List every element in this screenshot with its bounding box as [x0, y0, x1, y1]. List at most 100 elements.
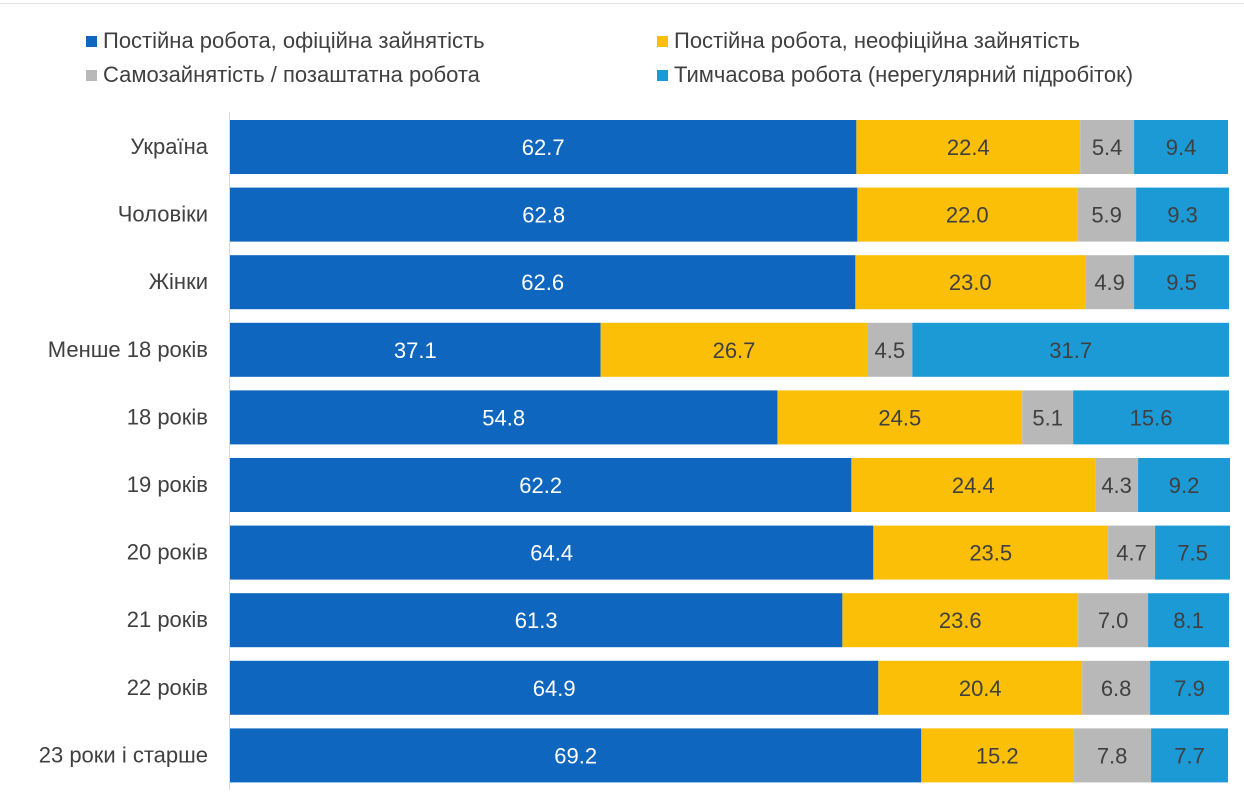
legend-swatch-official: [86, 35, 97, 47]
category-label: Жінки: [149, 269, 208, 294]
data-label-self-employed: 4.9: [1094, 270, 1125, 295]
bar-segment-unofficial: [921, 728, 1074, 783]
bar-segment-unofficial: [855, 255, 1086, 310]
bar-segment-unofficial: [878, 660, 1083, 715]
data-label-official: 61.3: [515, 608, 558, 633]
data-label-unofficial: 26.7: [713, 338, 756, 363]
legend-swatch-unofficial: [657, 35, 668, 47]
data-label-temporary: 9.3: [1167, 203, 1198, 228]
bar-segment-temporary: [1134, 120, 1229, 174]
legend-label-official: Постійна робота, офіційна зайнятість: [103, 28, 485, 53]
legend-item-temporary: Тимчасова робота (нерегулярний підробіто…: [657, 62, 1133, 88]
data-label-unofficial: 24.4: [952, 473, 995, 498]
bar-segment-official: [230, 255, 856, 310]
bar-segment-official: [230, 660, 879, 715]
bar-segment-temporary: [1136, 187, 1229, 242]
data-label-official: 37.1: [394, 338, 437, 363]
data-label-unofficial: 23.6: [939, 608, 982, 633]
legend-label-unofficial: Постійна робота, неофіційна зайнятість: [674, 28, 1080, 53]
legend: Постійна робота, офіційна зайнятість Пос…: [0, 0, 1244, 110]
data-label-self-employed: 4.5: [875, 338, 906, 363]
bar-segment-self-employed: [1078, 593, 1149, 648]
data-label-unofficial: 23.0: [949, 270, 992, 295]
legend-item-self-employed: Самозайнятість / позаштатна робота: [86, 62, 480, 88]
bar-segment-self-employed: [1080, 120, 1135, 174]
legend-item-unofficial: Постійна робота, неофіційна зайнятість: [657, 28, 1080, 54]
bar-segment-official: [230, 390, 778, 445]
bar-segment-temporary: [1073, 390, 1229, 445]
bar-segment-official: [230, 728, 922, 783]
data-label-unofficial: 22.0: [946, 203, 989, 228]
bar-segment-self-employed: [1085, 255, 1135, 310]
data-label-self-employed: 7.0: [1098, 608, 1129, 633]
legend-label-self-employed: Самозайнятість / позаштатна робота: [103, 62, 480, 87]
bar-segment-self-employed: [1022, 390, 1074, 445]
bars-group: 62.7 22.4 5.4 9.4 62.8 22.0 5.9 9.3 62.6 23.0 4.9 9…: [230, 120, 1230, 783]
category-label: 19 років: [127, 472, 208, 497]
bar-segment-self-employed: [1095, 458, 1139, 512]
data-label-unofficial: 22.4: [947, 135, 990, 160]
bar-segment-official: [230, 525, 874, 580]
data-label-temporary: 9.4: [1166, 135, 1197, 160]
data-label-official: 62.7: [522, 135, 565, 160]
data-label-temporary: 9.2: [1169, 473, 1200, 498]
data-label-self-employed: 5.1: [1032, 405, 1063, 430]
data-label-temporary: 8.1: [1173, 608, 1204, 633]
bar-segment-unofficial: [851, 458, 1096, 512]
data-label-official: 62.2: [519, 473, 562, 498]
bar-segment-self-employed: [1077, 187, 1137, 242]
category-label: 21 років: [127, 607, 208, 632]
legend-swatch-self-employed: [86, 69, 97, 81]
data-label-official: 54.8: [482, 405, 525, 430]
legend-label-temporary: Тимчасова робота (нерегулярний підробіто…: [674, 62, 1134, 87]
bar-segment-self-employed: [1108, 525, 1156, 580]
data-label-self-employed: 7.8: [1097, 743, 1128, 768]
bar-segment-official: [230, 322, 601, 377]
bar-segment-temporary: [1151, 728, 1229, 783]
category-label: 18 років: [127, 404, 208, 429]
data-label-official: 64.9: [533, 676, 576, 701]
bar-segment-unofficial: [856, 120, 1081, 174]
category-label: Чоловіки: [118, 202, 208, 227]
bar-segment-temporary: [1134, 255, 1229, 310]
category-label: 23 роки і старше: [39, 742, 208, 767]
bar-segment-unofficial: [600, 322, 868, 377]
data-label-temporary: 7.7: [1174, 743, 1205, 768]
bar-segment-temporary: [912, 322, 1229, 377]
bar-segment-official: [230, 593, 843, 648]
data-label-temporary: 7.9: [1174, 676, 1205, 701]
bar-segment-unofficial: [777, 390, 1023, 445]
bar-segment-temporary: [1155, 525, 1230, 580]
legend-item-official: Постійна робота, офіційна зайнятість: [86, 28, 485, 54]
data-label-official: 62.6: [521, 270, 564, 295]
data-label-unofficial: 15.2: [976, 743, 1019, 768]
category-label: Україна: [130, 134, 208, 159]
bar-segment-self-employed: [1073, 728, 1152, 783]
legend-swatch-temporary: [657, 69, 668, 81]
data-label-temporary: 7.5: [1177, 541, 1208, 566]
data-label-temporary: 15.6: [1130, 405, 1173, 430]
bar-segment-temporary: [1148, 593, 1229, 648]
bar-segment-temporary: [1150, 660, 1229, 715]
bar-segment-unofficial: [857, 187, 1078, 242]
data-label-self-employed: 5.9: [1091, 203, 1122, 228]
data-label-unofficial: 20.4: [959, 676, 1002, 701]
data-label-self-employed: 4.3: [1101, 473, 1132, 498]
data-label-official: 64.4: [530, 541, 573, 566]
bar-segment-official: [230, 187, 858, 242]
data-label-self-employed: 4.7: [1116, 541, 1147, 566]
category-label: Менше 18 років: [48, 337, 208, 362]
bar-segment-self-employed: [1082, 660, 1151, 715]
data-label-temporary: 31.7: [1049, 338, 1092, 363]
bar-segment-temporary: [1138, 458, 1230, 512]
bar-segment-unofficial: [873, 525, 1109, 580]
data-label-self-employed: 5.4: [1092, 135, 1123, 160]
bar-segment-official: [230, 458, 852, 512]
data-label-official: 69.2: [554, 743, 597, 768]
data-label-official: 62.8: [522, 203, 565, 228]
data-label-temporary: 9.5: [1166, 270, 1197, 295]
data-label-unofficial: 24.5: [878, 405, 921, 430]
category-label: 20 років: [127, 540, 208, 565]
